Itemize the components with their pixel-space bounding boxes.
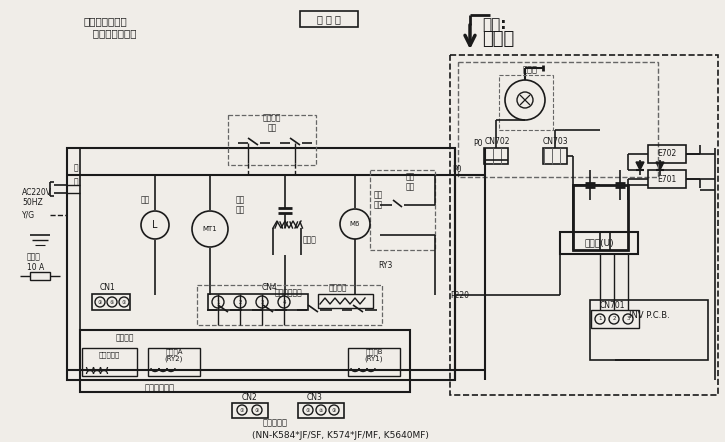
- Text: 注：炉门关闭。: 注：炉门关闭。: [83, 16, 127, 26]
- Text: P0: P0: [473, 140, 483, 149]
- Text: CN702: CN702: [484, 137, 510, 146]
- Bar: [318, 294, 373, 308]
- Bar: [80, 330, 410, 392]
- Text: MT1: MT1: [202, 226, 217, 232]
- Text: P0: P0: [452, 165, 462, 175]
- Text: AC220V
50HZ: AC220V 50HZ: [22, 188, 52, 207]
- Bar: [300, 11, 358, 27]
- Text: CN703: CN703: [542, 137, 568, 146]
- Text: 微波炉不工作。: 微波炉不工作。: [83, 28, 136, 38]
- Text: ③: ③: [254, 408, 259, 412]
- Bar: [458, 62, 658, 177]
- Text: 2: 2: [612, 316, 616, 321]
- Bar: [148, 348, 200, 376]
- Text: 数据程序电路: 数据程序电路: [145, 384, 175, 392]
- Text: 加热器: 加热器: [303, 236, 317, 244]
- Text: 继电器A
(RY2): 继电器A (RY2): [165, 348, 183, 362]
- Text: 2: 2: [239, 300, 241, 305]
- Text: 高压区: 高压区: [482, 30, 514, 48]
- Text: CN2: CN2: [242, 393, 258, 403]
- Text: E702: E702: [658, 149, 676, 159]
- Bar: [499, 75, 553, 130]
- Bar: [573, 185, 628, 250]
- Text: 风扇
电机: 风扇 电机: [373, 191, 383, 210]
- Bar: [484, 148, 508, 164]
- Text: 4: 4: [282, 300, 286, 305]
- Bar: [648, 145, 686, 163]
- Text: 热敏电阻: 热敏电阻: [328, 283, 347, 293]
- Text: 保险丝
10 A: 保险丝 10 A: [27, 252, 44, 272]
- Text: 次级碰锁开关: 次级碰锁开关: [275, 289, 303, 297]
- Bar: [298, 403, 344, 418]
- Text: 变频器(U): 变频器(U): [584, 239, 614, 248]
- Text: 3: 3: [626, 316, 630, 321]
- Bar: [370, 170, 435, 250]
- Text: ①: ①: [306, 408, 310, 412]
- Text: 转盘
电机: 转盘 电机: [236, 195, 244, 215]
- Text: 炉灯: 炉灯: [141, 195, 149, 205]
- Bar: [543, 148, 567, 164]
- Text: INV P.C.B.: INV P.C.B.: [629, 310, 669, 320]
- Bar: [228, 115, 316, 165]
- Bar: [348, 348, 400, 376]
- Bar: [560, 232, 638, 254]
- Bar: [197, 285, 382, 325]
- Text: 蓝: 蓝: [74, 164, 78, 172]
- Bar: [450, 55, 718, 395]
- Text: 1: 1: [216, 300, 220, 305]
- Polygon shape: [656, 162, 664, 170]
- Text: M6: M6: [349, 221, 360, 227]
- Bar: [30, 272, 50, 280]
- Bar: [67, 148, 455, 380]
- Text: ①: ①: [122, 300, 126, 305]
- Bar: [92, 294, 130, 310]
- Text: ②: ②: [319, 408, 323, 412]
- Text: 初级碰锁
开关: 初级碰锁 开关: [262, 113, 281, 133]
- Text: 注意:: 注意:: [482, 17, 507, 32]
- Text: 新 高 压: 新 高 压: [317, 14, 341, 24]
- Text: L: L: [152, 220, 158, 230]
- Text: CN1: CN1: [99, 283, 115, 293]
- Bar: [648, 170, 686, 188]
- Text: ③: ③: [98, 300, 102, 305]
- Text: 蒸汽感应器: 蒸汽感应器: [262, 419, 288, 427]
- Text: (NN-K584*JF/SF, K574*JF/MF, K5640MF): (NN-K584*JF/SF, K574*JF/MF, K5640MF): [252, 431, 428, 439]
- Bar: [590, 300, 708, 360]
- Text: ③: ③: [332, 408, 336, 412]
- Text: Y/G: Y/G: [22, 210, 35, 220]
- Text: CN3: CN3: [307, 393, 323, 403]
- Text: 短路
开关: 短路 开关: [405, 172, 415, 192]
- Text: P220: P220: [450, 290, 470, 300]
- Text: 磁控管: 磁控管: [523, 65, 537, 75]
- Polygon shape: [636, 162, 644, 170]
- Text: 压敏电阻: 压敏电阻: [116, 334, 134, 343]
- Text: 继电器B
(RY1): 继电器B (RY1): [365, 348, 384, 362]
- Text: E701: E701: [658, 175, 676, 183]
- Text: ①: ①: [240, 408, 244, 412]
- Text: ⑤: ⑤: [109, 300, 115, 305]
- Text: 低压变压器: 低压变压器: [99, 352, 120, 358]
- Bar: [82, 348, 137, 376]
- Text: CN4: CN4: [262, 283, 278, 293]
- Bar: [232, 403, 268, 418]
- Text: CN701: CN701: [600, 301, 626, 309]
- Text: RY3: RY3: [378, 260, 392, 270]
- Bar: [591, 310, 639, 328]
- Text: 3: 3: [260, 300, 264, 305]
- Text: 1: 1: [598, 316, 602, 321]
- Bar: [208, 294, 308, 310]
- Text: 棕: 棕: [74, 178, 78, 187]
